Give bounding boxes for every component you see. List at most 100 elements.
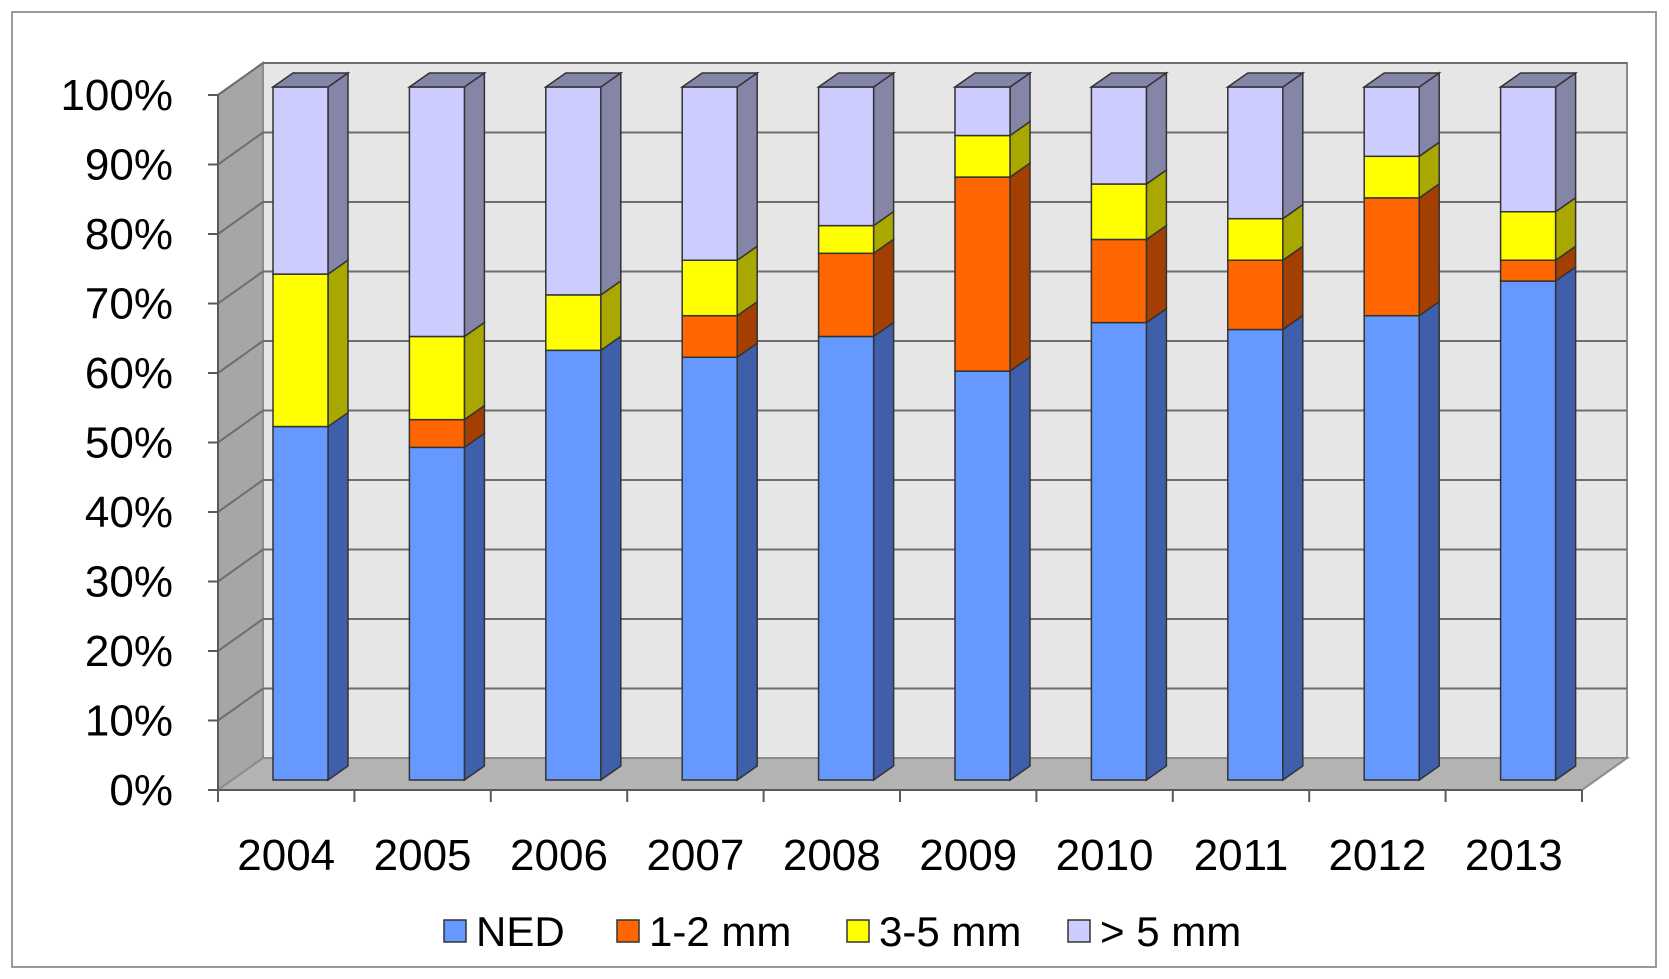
gridline-side [217,687,264,722]
y-tick-label: 50% [85,419,173,468]
bar-2013-series-3 [1499,86,1557,213]
y-tick-label: 0% [109,766,173,815]
bar-stack-2007 [679,71,760,782]
bar-2007-series-2 [681,259,738,317]
bar-2006-series-3 [545,86,602,296]
gridline-side [217,62,264,96]
legend-label: 3-5 mm [879,908,1021,955]
gridline-side [217,548,264,583]
bar-side-2011-series-3 [1282,71,1304,221]
x-tick-label: 2008 [783,831,881,880]
x-tick-label: 2010 [1056,831,1154,880]
bar-2005-series-3 [408,86,466,338]
bar-side-2006-series-3 [600,71,622,297]
bar-2007-series-3 [681,86,738,261]
bar-2008-series-0 [817,335,875,781]
bar-2008-series-2 [817,224,875,255]
bar-side-2009-series-1 [1009,161,1031,373]
bar-2010-series-0 [1090,321,1148,781]
bar-side-2010-series-1 [1145,224,1168,325]
bar-stack-2011 [1225,71,1306,782]
gridline-side [217,618,264,652]
bar-top-2012 [1361,72,1442,88]
bar-top-2006 [543,72,624,88]
y-axis: 0% 10% 20% 30% 40% 50% 60% 70% 80% 90% 100% [60,71,219,815]
bar-2009-series-3 [954,86,1011,137]
bar-side-2010-series-3 [1145,71,1168,186]
x-axis: 2004 2005 2006 2007 2008 2009 2010 2011 2012 2013 [217,789,1583,880]
bar-2013-series-1 [1499,259,1557,282]
bar-side-2007-series-0 [736,341,758,782]
x-tick-label: 2011 [1194,831,1289,880]
bar-top-2005 [407,72,487,88]
bar-2007-series-1 [681,314,738,359]
legend-item-1: 1-2 mm [616,908,791,955]
y-tick-label: 60% [85,349,173,398]
legend: NED 1-2 mm 3-5 mm > 5 mm [443,908,1241,955]
x-tick-label: 2013 [1465,831,1563,880]
bar-2012-series-0 [1363,314,1420,781]
bars [270,71,1578,782]
bar-side-2009-series-0 [1009,355,1031,782]
bar-side-2010-series-0 [1145,307,1168,782]
bar-2006-series-0 [545,349,602,781]
y-tick-label: 20% [85,627,173,676]
bar-2004-series-3 [272,86,329,275]
y-tick-label: 30% [85,558,173,607]
bar-2011-series-2 [1227,217,1284,261]
bar-2007-series-0 [681,356,738,781]
bar-top-2007 [679,72,760,88]
bar-2010-series-2 [1090,183,1148,241]
bar-2011-series-1 [1227,259,1284,331]
bar-stack-2010 [1089,71,1169,782]
legend-swatch [616,919,640,943]
y-tick-label: 100% [60,71,173,120]
bar-2013-series-2 [1499,210,1557,262]
bar-2012-series-2 [1363,155,1420,199]
bar-side-2004-series-0 [327,411,349,782]
bar-stack-2005 [407,71,487,782]
bar-top-2004 [270,72,351,88]
bar-2011-series-3 [1227,86,1284,220]
bar-side-2004-series-2 [327,258,349,429]
legend-swatch [1067,919,1091,943]
bar-stack-2009 [952,71,1033,782]
bar-2013-series-0 [1499,280,1557,781]
bar-side-2005-series-2 [463,321,486,422]
bar-2010-series-3 [1090,86,1148,185]
bar-2005-series-0 [408,446,466,781]
bar-side-2012-series-0 [1418,300,1440,782]
bar-side-2013-series-3 [1554,71,1577,214]
gridline-side [217,201,264,235]
legend-swatch [846,919,870,943]
bar-side-2007-series-3 [736,71,758,262]
bar-top-2013 [1498,72,1578,88]
bar-2008-series-3 [817,86,875,227]
gridline-side [217,479,264,513]
gridline-side [217,131,264,166]
bar-2012-series-1 [1363,197,1420,317]
y-tick-label: 40% [85,488,173,537]
bar-side-2006-series-0 [600,334,622,782]
bar-top-2008 [816,72,896,88]
legend-label: > 5 mm [1100,908,1241,955]
bar-2009-series-1 [954,176,1011,372]
bar-side-2005-series-0 [463,431,486,782]
bar-stack-2008 [816,71,896,782]
bar-side-2005-series-3 [463,71,486,338]
bar-2010-series-1 [1090,238,1148,324]
legend-item-2: 3-5 mm [846,908,1021,955]
bar-stack-2006 [543,71,624,782]
bar-2005-series-2 [408,335,466,421]
x-tick-label: 2004 [237,831,335,880]
bar-2006-series-2 [545,294,602,352]
legend-label: NED [476,908,565,955]
bar-side-2004-series-3 [327,71,349,276]
bar-top-2009 [952,72,1033,88]
bar-2004-series-2 [272,273,329,428]
bar-side-2008-series-1 [872,237,895,338]
bar-side-2013-series-0 [1554,265,1577,782]
bar-top-2010 [1089,72,1169,88]
legend-item-0: NED [443,908,565,955]
